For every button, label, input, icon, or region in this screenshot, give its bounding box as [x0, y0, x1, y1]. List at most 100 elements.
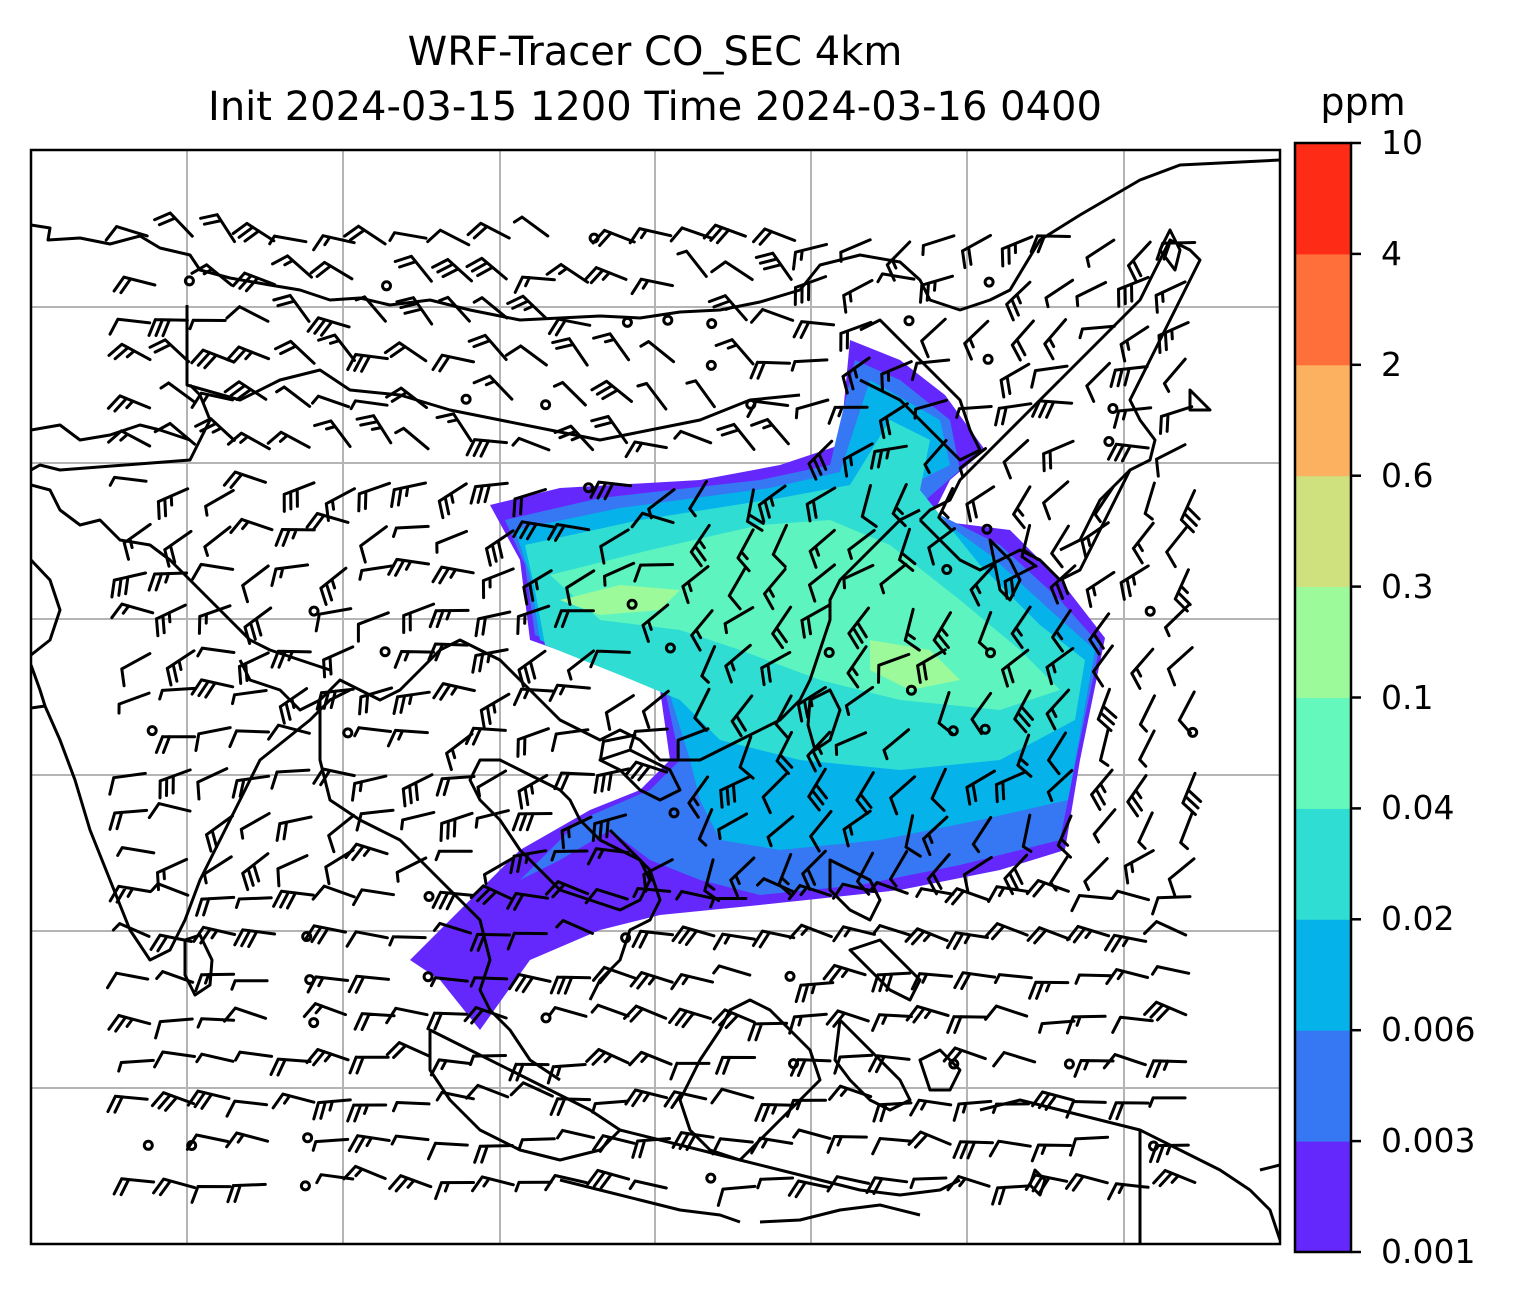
wind-barb [566, 649, 596, 681]
wind-barb [513, 687, 555, 707]
wind-barb [963, 319, 990, 361]
wind-barb [775, 730, 794, 775]
wind-barb [560, 815, 593, 850]
wind-barb [190, 1185, 232, 1204]
wind-barb [885, 240, 912, 282]
wind-barb [909, 1098, 953, 1117]
wind-barb [158, 768, 192, 800]
wind-barb [315, 687, 355, 711]
wind-barb [312, 767, 356, 787]
wind-barb [343, 224, 387, 246]
wind-barb [715, 1055, 757, 1075]
wind-barb [479, 692, 511, 729]
wind-barb [355, 808, 395, 832]
wind-barb-calm [706, 318, 718, 330]
wind-barb [506, 892, 550, 911]
wind-barb [952, 1140, 994, 1160]
wind-barb [685, 379, 716, 409]
wind-barb [1044, 278, 1075, 309]
wind-barb [469, 976, 509, 988]
wind-barb [356, 611, 390, 643]
wind-barb [669, 1061, 711, 1081]
wind-barb [504, 344, 548, 367]
wind-barb [553, 771, 596, 791]
wind-barb [268, 234, 308, 246]
wind-barb [112, 275, 157, 295]
colorbar-bin-8 [1295, 253, 1351, 366]
wind-barb [302, 1002, 347, 1018]
wind-barb [434, 1181, 475, 1201]
wind-barb [1065, 1173, 1109, 1192]
wind-barb [204, 488, 235, 517]
wind-barb [749, 360, 791, 380]
wind-barb [1088, 612, 1111, 656]
wind-barb [107, 429, 152, 448]
wind-barb [305, 1048, 350, 1067]
colorbar-bin-1 [1295, 1030, 1351, 1142]
wind-barb [787, 884, 832, 901]
wind-barb-calm [982, 353, 994, 365]
wind-barb [746, 488, 765, 532]
wind-barb [266, 430, 311, 449]
wind-barb [463, 1006, 508, 1025]
wind-barb [599, 528, 630, 565]
wind-barb [631, 929, 674, 949]
wind-barb [474, 809, 510, 829]
wind-barb [550, 849, 589, 862]
wind-barb [465, 256, 508, 281]
wind-barb-calm [823, 647, 835, 658]
colorbar-tick-label: 0.1 [1381, 677, 1434, 717]
wind-barb [676, 249, 708, 278]
wind-barb [548, 1006, 588, 1018]
wind-barb [469, 481, 509, 505]
wind-barb [1108, 1101, 1150, 1121]
wind-barb [711, 1008, 756, 1030]
wind-barb [269, 1057, 312, 1077]
wind-barb [1090, 768, 1114, 811]
wind-barb [152, 1177, 196, 1197]
wind-barb [787, 1179, 832, 1199]
wind-barb [1065, 1014, 1107, 1035]
wind-barb [878, 402, 909, 440]
wind-barb [228, 729, 270, 749]
wind-barb [110, 571, 147, 599]
wind-barb [988, 1139, 1032, 1158]
wind-barb [624, 440, 668, 459]
wind-barb [1105, 968, 1150, 985]
wind-barb [385, 386, 428, 410]
wind-barb [624, 1088, 669, 1108]
wind-barb [108, 884, 152, 904]
wind-barb [977, 611, 993, 650]
colorbar-bin-9 [1295, 143, 1351, 255]
wind-barb [556, 1128, 596, 1140]
wind-barb [868, 1054, 911, 1074]
wind-barb [156, 487, 190, 520]
wind-barb [1099, 727, 1110, 767]
wind-barb-calm [662, 314, 674, 326]
wind-barb [1031, 399, 1074, 419]
wind-barb [847, 528, 876, 560]
wind-barb [508, 1062, 550, 1082]
wind-barb [427, 1141, 469, 1161]
wind-barb [190, 348, 235, 370]
wind-barb-calm [540, 399, 552, 411]
wind-barb [1012, 485, 1032, 530]
wind-barb [386, 728, 429, 748]
wind-barb [469, 932, 511, 952]
wind-barb [1069, 1135, 1110, 1157]
wind-barb [155, 970, 195, 984]
wind-barb [1104, 933, 1148, 953]
wind-barb-calm [1144, 605, 1156, 617]
wind-barb [272, 889, 315, 910]
wind-barb [724, 643, 752, 684]
wind-barb-calm [983, 276, 995, 288]
wind-barb [108, 808, 149, 831]
wind-barb [194, 972, 236, 993]
wind-barb [435, 775, 476, 797]
wind-barb [274, 339, 316, 365]
wind-barb [231, 774, 271, 799]
wind-barb [630, 277, 674, 296]
wind-barb [313, 419, 352, 448]
wind-barb [754, 1103, 796, 1122]
wind-barb [1046, 769, 1074, 802]
